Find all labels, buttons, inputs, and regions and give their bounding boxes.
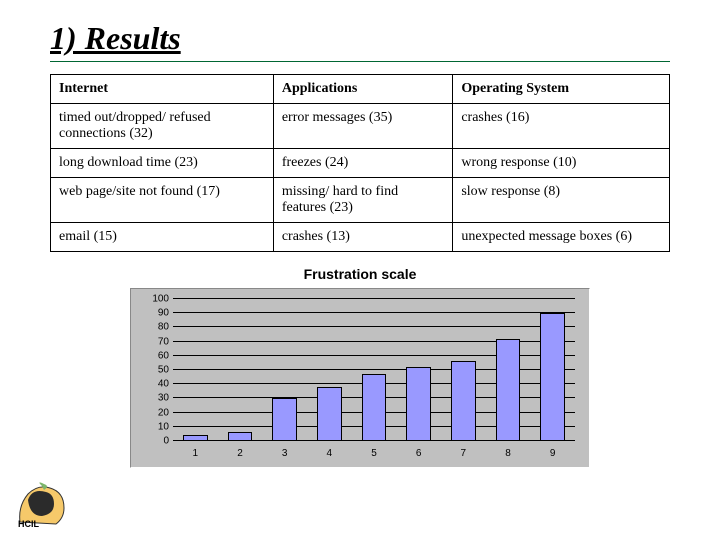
- table-header-cell: Applications: [273, 75, 453, 104]
- table-cell: unexpected message boxes (6): [453, 223, 670, 252]
- frustration-bar-chart: 0 10 20 30 40 50 60 70 80 90 100 1 2 3 4 5 6 7 8 9: [130, 288, 590, 468]
- chart-y-tick-label: 50: [143, 365, 169, 376]
- chart-plot-area: 0102030405060708090100123456789: [173, 299, 575, 441]
- chart-y-tick-label: 40: [143, 379, 169, 390]
- chart-bar: [272, 398, 297, 441]
- chart-x-tick-label: 2: [237, 448, 243, 459]
- table-cell: slow response (8): [453, 178, 670, 223]
- chart-title: Frustration scale: [50, 266, 670, 282]
- chart-bar: [362, 374, 387, 441]
- chart-y-tick-label: 100: [143, 294, 169, 305]
- table-cell: timed out/dropped/ refused connections (…: [51, 104, 274, 149]
- chart-x-tick-label: 6: [416, 448, 422, 459]
- chart-x-tick-label: 7: [461, 448, 467, 459]
- table-cell: long download time (23): [51, 149, 274, 178]
- chart-bar: [496, 339, 521, 441]
- table-header-row: Internet Applications Operating System: [51, 75, 670, 104]
- chart-bar: [540, 313, 565, 441]
- chart-y-tick-label: 80: [143, 322, 169, 333]
- table-cell: missing/ hard to find features (23): [273, 178, 453, 223]
- chart-x-tick-label: 5: [371, 448, 377, 459]
- chart-bar: [451, 361, 476, 441]
- chart-y-tick-label: 60: [143, 350, 169, 361]
- chart-y-tick-label: 90: [143, 308, 169, 319]
- chart-bar: [406, 367, 431, 441]
- hcil-logo-icon: HCIL: [14, 482, 70, 528]
- chart-gridline: [173, 298, 575, 299]
- table-cell: error messages (35): [273, 104, 453, 149]
- chart-bar: [317, 387, 342, 441]
- table-header-cell: Internet: [51, 75, 274, 104]
- slide-content: 1) Results Internet Applications Operati…: [0, 0, 720, 468]
- table-cell: crashes (16): [453, 104, 670, 149]
- table-cell: web page/site not found (17): [51, 178, 274, 223]
- table-cell: email (15): [51, 223, 274, 252]
- chart-container: Frustration scale 0 10 20 30 40 50 60 70 80 90 100…: [50, 266, 670, 468]
- hcil-logo: HCIL: [14, 482, 70, 528]
- chart-x-tick-label: 3: [282, 448, 288, 459]
- chart-y-tick-label: 70: [143, 336, 169, 347]
- chart-gridline: [173, 326, 575, 327]
- svg-text:HCIL: HCIL: [18, 519, 39, 528]
- chart-y-tick-label: 20: [143, 407, 169, 418]
- chart-y-tick-label: 30: [143, 393, 169, 404]
- results-table: Internet Applications Operating System t…: [50, 74, 670, 252]
- table-cell: crashes (13): [273, 223, 453, 252]
- chart-bar: [228, 432, 253, 441]
- chart-x-tick-label: 9: [550, 448, 556, 459]
- page-title: 1) Results: [50, 20, 670, 59]
- chart-gridline: [173, 312, 575, 313]
- title-underline: [50, 61, 670, 62]
- table-cell: freezes (24): [273, 149, 453, 178]
- table-header-cell: Operating System: [453, 75, 670, 104]
- table-row: web page/site not found (17) missing/ ha…: [51, 178, 670, 223]
- chart-x-tick-label: 4: [327, 448, 333, 459]
- chart-bar: [183, 435, 208, 441]
- table-row: timed out/dropped/ refused connections (…: [51, 104, 670, 149]
- table-row: email (15) crashes (13) unexpected messa…: [51, 223, 670, 252]
- chart-x-tick-label: 8: [505, 448, 511, 459]
- chart-y-tick-label: 10: [143, 421, 169, 432]
- table-cell: wrong response (10): [453, 149, 670, 178]
- table-row: long download time (23) freezes (24) wro…: [51, 149, 670, 178]
- chart-y-tick-label: 0: [143, 436, 169, 447]
- chart-x-tick-label: 1: [193, 448, 199, 459]
